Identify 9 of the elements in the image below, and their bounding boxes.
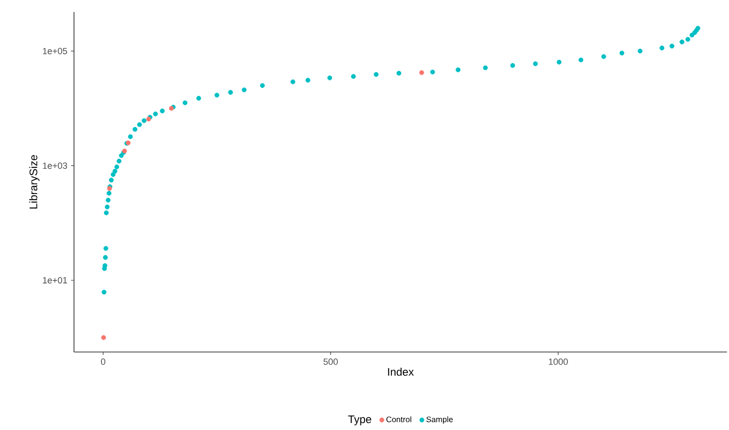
x-tick-label: 1000 [548, 358, 568, 365]
y-tick-label: 1e+05 [42, 48, 68, 54]
y-axis-title: LibrarySize [29, 155, 40, 208]
y-tick-label: 1e+03 [42, 162, 68, 169]
legend-title: Type [348, 415, 372, 426]
x-tick-label: 0 [100, 358, 106, 365]
y-tick-label: 1e+01 [42, 277, 68, 284]
x-tick-label: 500 [324, 358, 338, 365]
x-axis-title: Index [388, 368, 414, 376]
